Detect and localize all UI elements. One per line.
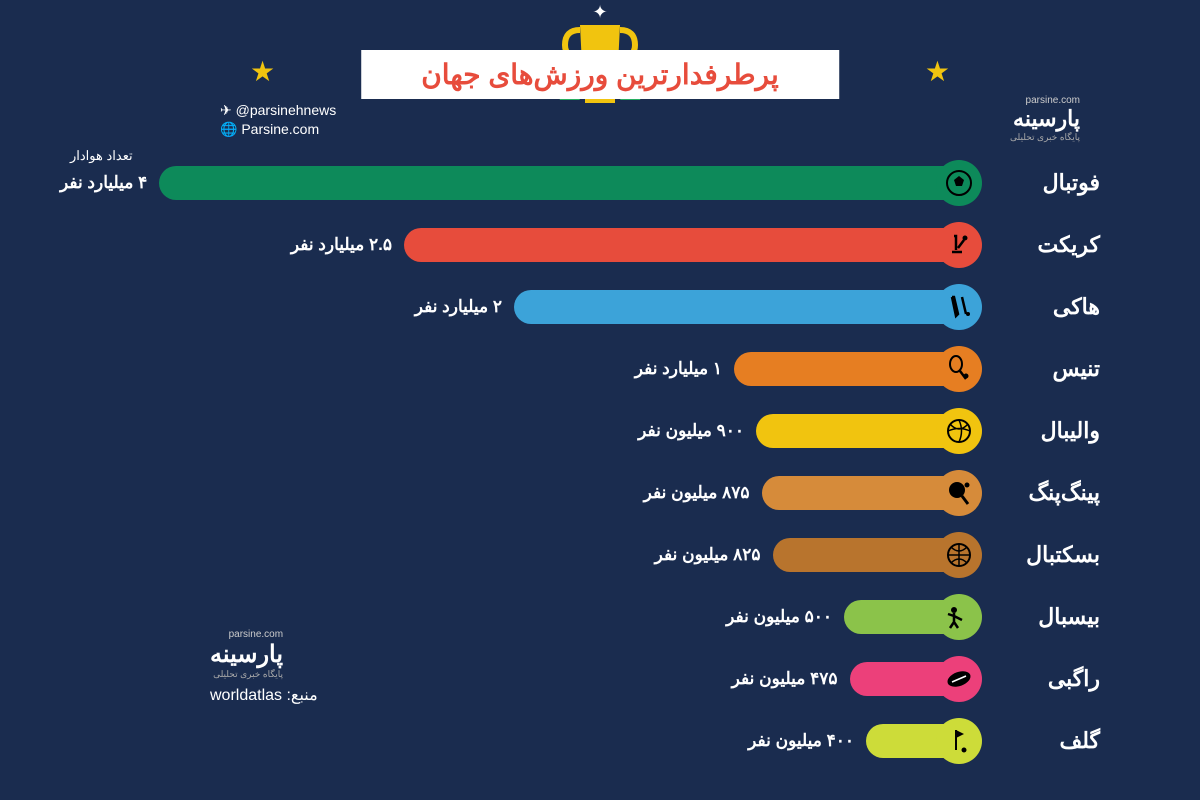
sport-name: پینگ‌پنگ xyxy=(990,480,1100,506)
fans-value: ۲ میلیارد نفر xyxy=(415,297,502,317)
telegram-handle: ✈ @parsinehnews xyxy=(220,102,336,119)
fans-value: ۴۷۵ میلیون نفر xyxy=(732,669,838,689)
sport-row: هاکی ۲ میلیارد نفر xyxy=(60,279,1100,335)
cricket-icon xyxy=(936,222,982,268)
basketball-icon xyxy=(936,532,982,578)
title-banner: پرطرفدارترین ورزش‌های جهان xyxy=(361,50,839,99)
bar xyxy=(159,166,954,200)
source-attribution: منبع: worldatlas xyxy=(210,685,318,705)
volleyball-icon xyxy=(936,408,982,454)
page-title: پرطرفدارترین ورزش‌های جهان xyxy=(421,58,779,91)
sport-name: کریکت xyxy=(990,232,1100,258)
sports-chart: فوتبال ۴ میلیارد نفر کریکت ۲.۵ میلیارد ن… xyxy=(60,155,1100,775)
sport-name: بسکتبال xyxy=(990,542,1100,568)
sport-row: بسکتبال ۸۲۵ میلیون نفر xyxy=(60,527,1100,583)
bar xyxy=(734,352,954,386)
sport-row: والیبال ۹۰۰ میلیون نفر xyxy=(60,403,1100,459)
sport-name: هاکی xyxy=(990,294,1100,320)
fans-value: ۸۷۵ میلیون نفر xyxy=(644,483,750,503)
sport-name: گلف xyxy=(990,728,1100,754)
star-icon: ★ xyxy=(925,55,950,88)
header: ✦ ★ ★ پرطرفدارترین ورزش‌های جهان ✈ @pars… xyxy=(0,0,1200,130)
bar xyxy=(773,538,955,572)
bar xyxy=(404,228,954,262)
sport-row: تنیس ۱ میلیارد نفر xyxy=(60,341,1100,397)
sport-name: تنیس xyxy=(990,356,1100,382)
pingpong-icon xyxy=(936,470,982,516)
sport-name: فوتبال xyxy=(990,170,1100,196)
bar xyxy=(762,476,955,510)
bar xyxy=(756,414,954,448)
baseball-icon xyxy=(936,594,982,640)
sport-row: فوتبال ۴ میلیارد نفر xyxy=(60,155,1100,211)
sport-name: بیسبال xyxy=(990,604,1100,630)
website-link: 🌐 Parsine.com xyxy=(220,121,336,138)
soccer-icon xyxy=(936,160,982,206)
fans-value: ۹۰۰ میلیون نفر xyxy=(638,421,744,441)
brand-logo-footer: parsine.com پارسینه پایگاه خبری تحلیلی xyxy=(210,629,283,680)
sport-name: والیبال xyxy=(990,418,1100,444)
fans-value: ۸۲۵ میلیون نفر xyxy=(655,545,761,565)
hockey-icon xyxy=(936,284,982,330)
rugby-icon xyxy=(936,656,982,702)
fans-value: ۱ میلیارد نفر xyxy=(635,359,722,379)
fans-value: ۲.۵ میلیارد نفر xyxy=(291,235,392,255)
tennis-icon xyxy=(936,346,982,392)
fans-value: ۴ میلیارد نفر xyxy=(60,173,147,193)
fans-value: ۴۰۰ میلیون نفر xyxy=(748,731,854,751)
bar xyxy=(514,290,954,324)
brand-logo: parsine.com پارسینه پایگاه خبری تحلیلی xyxy=(1010,95,1080,143)
fans-value: ۵۰۰ میلیون نفر xyxy=(726,607,832,627)
sport-row: گلف ۴۰۰ میلیون نفر xyxy=(60,713,1100,769)
sport-row: پینگ‌پنگ ۸۷۵ میلیون نفر xyxy=(60,465,1100,521)
social-links: ✈ @parsinehnews 🌐 Parsine.com xyxy=(220,100,336,140)
golf-icon xyxy=(936,718,982,764)
star-icon: ✦ xyxy=(592,2,607,23)
sport-row: کریکت ۲.۵ میلیارد نفر xyxy=(60,217,1100,273)
sport-name: راگبی xyxy=(990,666,1100,692)
star-icon: ★ xyxy=(250,55,275,88)
